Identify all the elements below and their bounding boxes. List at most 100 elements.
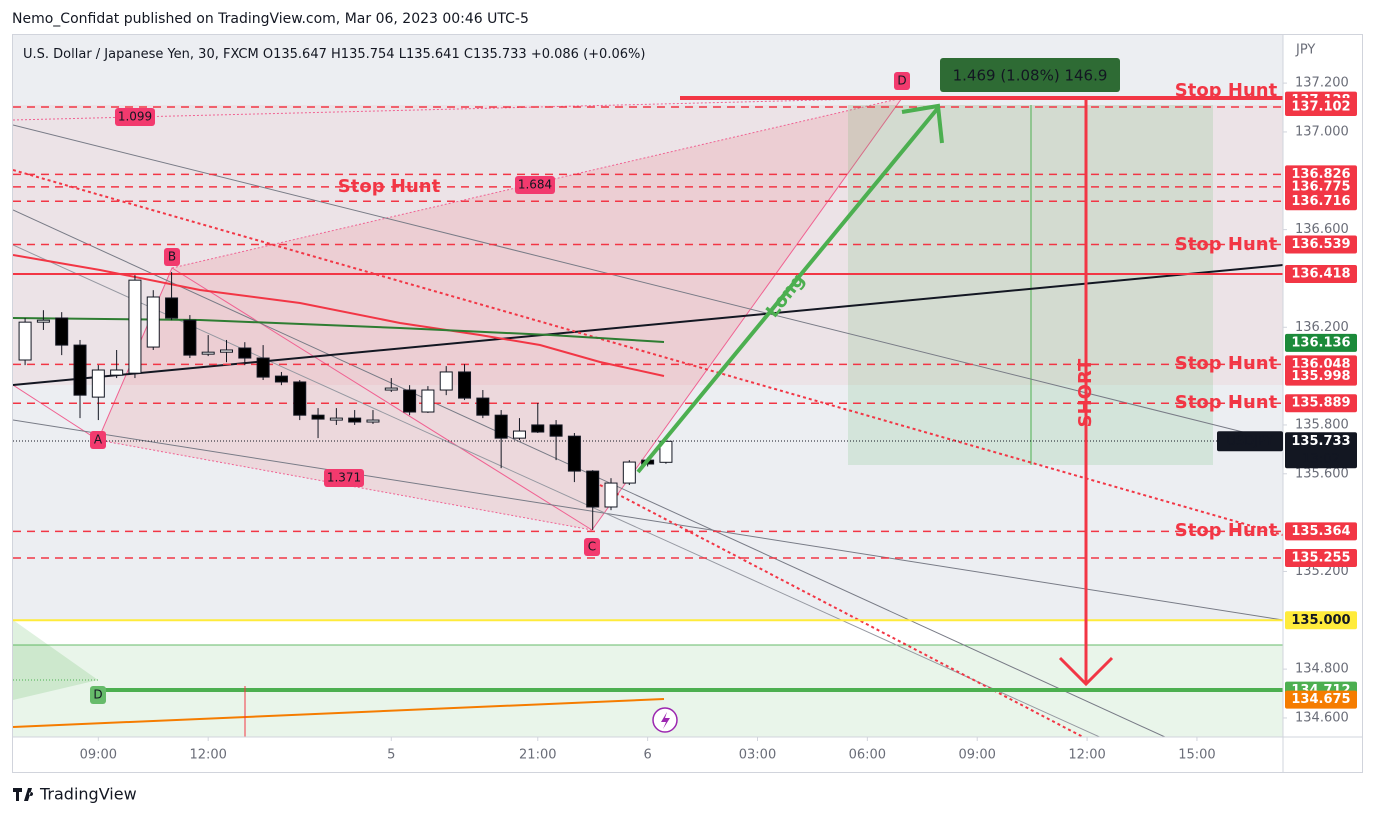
trend-line xyxy=(599,484,1084,737)
candles xyxy=(18,272,673,530)
x-tick-label: 09:00 xyxy=(958,748,995,763)
last-price-box xyxy=(1285,432,1357,469)
candle-body xyxy=(91,369,105,398)
x-tick-label: 12:00 xyxy=(1068,748,1105,763)
candle-body xyxy=(604,482,618,508)
currency-label: JPY xyxy=(1295,43,1315,58)
price-label: 137.102 xyxy=(1291,100,1350,115)
candle-body xyxy=(366,419,380,423)
candle-body xyxy=(18,321,32,361)
price-label-box xyxy=(1285,98,1357,117)
stop-hunt-label: Stop Hunt xyxy=(1175,234,1278,255)
y-tick-label: 135.200 xyxy=(1295,564,1349,579)
legend-key: O xyxy=(263,47,273,62)
candle-body xyxy=(403,389,417,413)
indicator-line xyxy=(13,698,665,728)
stop-hunt-label: Stop Hunt xyxy=(1175,353,1278,374)
price-label-box xyxy=(1285,265,1357,284)
y-tick-label: 134.600 xyxy=(1295,710,1349,725)
pattern-point: B xyxy=(168,250,176,264)
candle-body xyxy=(256,357,270,378)
x-tick-label: 21:00 xyxy=(519,748,556,763)
legend-key: L xyxy=(399,47,407,62)
pattern-point-box xyxy=(164,248,180,266)
legend-item: 135.641 xyxy=(406,47,460,62)
candle-body xyxy=(622,461,636,484)
pattern-ratio-line xyxy=(13,97,903,121)
y-tick-label: 137.000 xyxy=(1295,124,1349,139)
candle-body xyxy=(293,381,307,416)
symbol-tag-box xyxy=(1217,431,1283,452)
background-zone xyxy=(13,35,1283,620)
legend-item: 135.733 xyxy=(473,47,527,62)
candle-body xyxy=(348,417,362,423)
pattern-point: D xyxy=(897,74,906,88)
trend-line xyxy=(13,244,1101,737)
x-tick-label: 03:00 xyxy=(739,748,776,763)
price-label: 136.418 xyxy=(1291,267,1350,282)
x-tick-label: 09:00 xyxy=(80,748,117,763)
price-label: 135.364 xyxy=(1291,524,1350,539)
candle-body xyxy=(128,279,142,374)
pattern-point-box xyxy=(894,72,910,90)
ratio-label: 1.371 xyxy=(327,471,361,485)
pattern-point-box xyxy=(90,431,106,449)
moving-average xyxy=(13,254,665,377)
stop-hunt-label: Stop Hunt xyxy=(338,176,441,197)
y-tick-label: 135.600 xyxy=(1295,466,1349,481)
position-info-box xyxy=(940,58,1120,92)
candle-body xyxy=(531,424,545,433)
candle-body xyxy=(329,417,343,421)
ratio-label: 1.684 xyxy=(518,178,552,192)
candle-body xyxy=(421,389,435,413)
candle-body xyxy=(586,470,600,508)
price-label: 135.000 xyxy=(1291,613,1350,628)
time-axis: 09:00 12:00 5 21:00 6 03:00 06:00 09:00 12:00 15:… xyxy=(80,737,1216,763)
legend-item: 135.647 xyxy=(273,47,327,62)
ratio-box xyxy=(324,469,364,487)
candle-body xyxy=(219,349,233,353)
price-label: 135.998 xyxy=(1291,369,1350,384)
price-label-box xyxy=(1285,235,1357,254)
price-label: 136.775 xyxy=(1291,179,1350,194)
candle-body xyxy=(659,440,673,463)
last-price-label: 135.733 xyxy=(1291,434,1350,449)
level-lines xyxy=(13,106,1283,622)
x-tick-label: 5 xyxy=(387,748,395,763)
price-label-box xyxy=(1285,690,1357,709)
price-label-box xyxy=(1285,333,1357,352)
price-label-box xyxy=(1285,394,1357,413)
candle-body xyxy=(439,371,453,391)
pattern-ratio-line xyxy=(171,97,903,269)
price-label: 135.889 xyxy=(1291,396,1350,411)
legend-item: U.S. Dollar / Japanese Yen, 30, FXCM xyxy=(23,47,259,62)
price-label-box xyxy=(1285,522,1357,541)
candle-body xyxy=(567,435,581,472)
price-label-box xyxy=(1285,611,1357,630)
footer-brand: TradingView xyxy=(39,785,137,804)
logo-mark xyxy=(13,788,34,801)
price-axis: 134.600 134.800 135.200 135.600 135.800 136.2… xyxy=(1283,76,1349,725)
price-label-box xyxy=(1285,192,1357,211)
ratio-label: 1.099 xyxy=(118,110,152,124)
candle-body xyxy=(146,296,160,348)
countdown-label: 13:02 xyxy=(1302,452,1339,467)
candle-body xyxy=(73,344,87,396)
candle-body xyxy=(476,397,490,416)
trend-line xyxy=(13,169,1283,536)
short-label: SHORT xyxy=(1075,358,1096,427)
y-tick-label: 136.600 xyxy=(1295,222,1349,237)
legend-item: +0.086 (+0.06%) xyxy=(531,47,646,62)
symbol-legend: U.S. Dollar / Japanese Yen, 30, FXCM O13… xyxy=(23,47,645,62)
drawings xyxy=(13,35,1283,737)
stop-hunt-label: Stop Hunt xyxy=(1175,80,1278,101)
ratio-box xyxy=(115,108,155,126)
event-icon-bolt xyxy=(661,712,670,729)
candle-body xyxy=(183,319,197,356)
x-tick-label: 15:00 xyxy=(1178,748,1215,763)
y-tick-label: 136.200 xyxy=(1295,320,1349,335)
trend-line xyxy=(13,124,1283,443)
x-tick-label: 06:00 xyxy=(849,748,886,763)
candle-body xyxy=(458,371,472,399)
price-label: 135.255 xyxy=(1291,551,1350,566)
